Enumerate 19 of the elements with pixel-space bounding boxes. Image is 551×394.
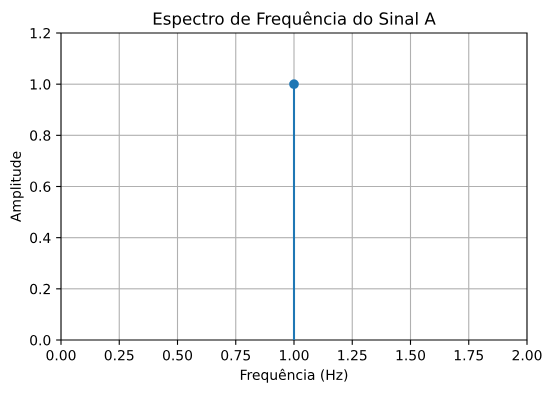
chart-title: Espectro de Frequência do Sinal A: [154, 11, 436, 28]
y-axis-title: Amplitude: [10, 152, 24, 222]
x-tick-label: 1.50: [396, 350, 426, 360]
y-tick-label: 1.2: [30, 28, 50, 38]
x-tick-label: 1.00: [280, 350, 309, 360]
x-tick-label: 0.50: [162, 350, 192, 360]
y-tick-label: 0.2: [30, 284, 50, 294]
x-tick-label: 2.00: [512, 350, 542, 360]
x-tick-label: 0.75: [221, 350, 250, 360]
y-tick-label: 0.0: [30, 334, 50, 346]
x-axis-title: Frequência (Hz): [240, 368, 348, 383]
x-tick-label: 1.75: [454, 350, 483, 360]
y-tick-label: 0.6: [30, 181, 50, 192]
x-tick-label: 0.00: [46, 350, 76, 360]
y-tick-label: 1.0: [30, 79, 50, 90]
x-tick-label: 0.25: [104, 350, 134, 360]
x-tick-label: 1.25: [338, 350, 366, 360]
y-tick-label: 0.4: [30, 232, 50, 244]
y-tick-label: 0.8: [30, 130, 50, 141]
